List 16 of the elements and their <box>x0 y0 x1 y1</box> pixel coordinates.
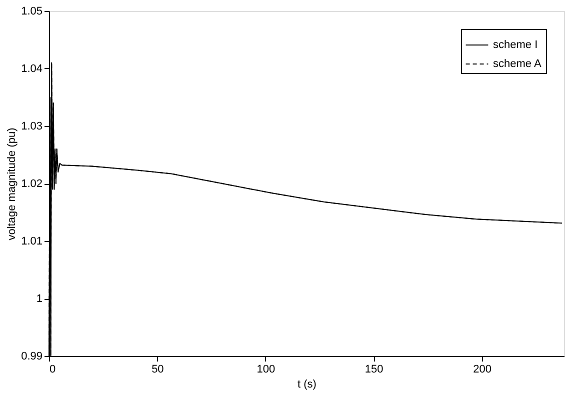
y-tick-label: 0.99 <box>21 350 42 362</box>
x-tick-label: 150 <box>364 364 384 376</box>
x-tick-label: 0 <box>50 364 56 376</box>
y-tick-label: 1.01 <box>21 236 42 248</box>
legend-label: scheme I <box>493 39 538 51</box>
y-tick-label: 1 <box>36 293 42 305</box>
x-tick-label: 100 <box>256 364 276 376</box>
y-tick-label: 1.02 <box>21 178 42 190</box>
y-tick-label: 1.03 <box>21 120 42 132</box>
y-tick-label: 1.05 <box>21 6 42 18</box>
legend-label: scheme A <box>493 58 542 70</box>
x-axis-title: t (s) <box>298 378 316 390</box>
x-tick-label: 50 <box>152 364 164 376</box>
y-axis-title: voltage magnitude (pu) <box>6 128 18 240</box>
y-tick-label: 1.04 <box>21 63 42 75</box>
x-tick-label: 200 <box>473 364 492 376</box>
